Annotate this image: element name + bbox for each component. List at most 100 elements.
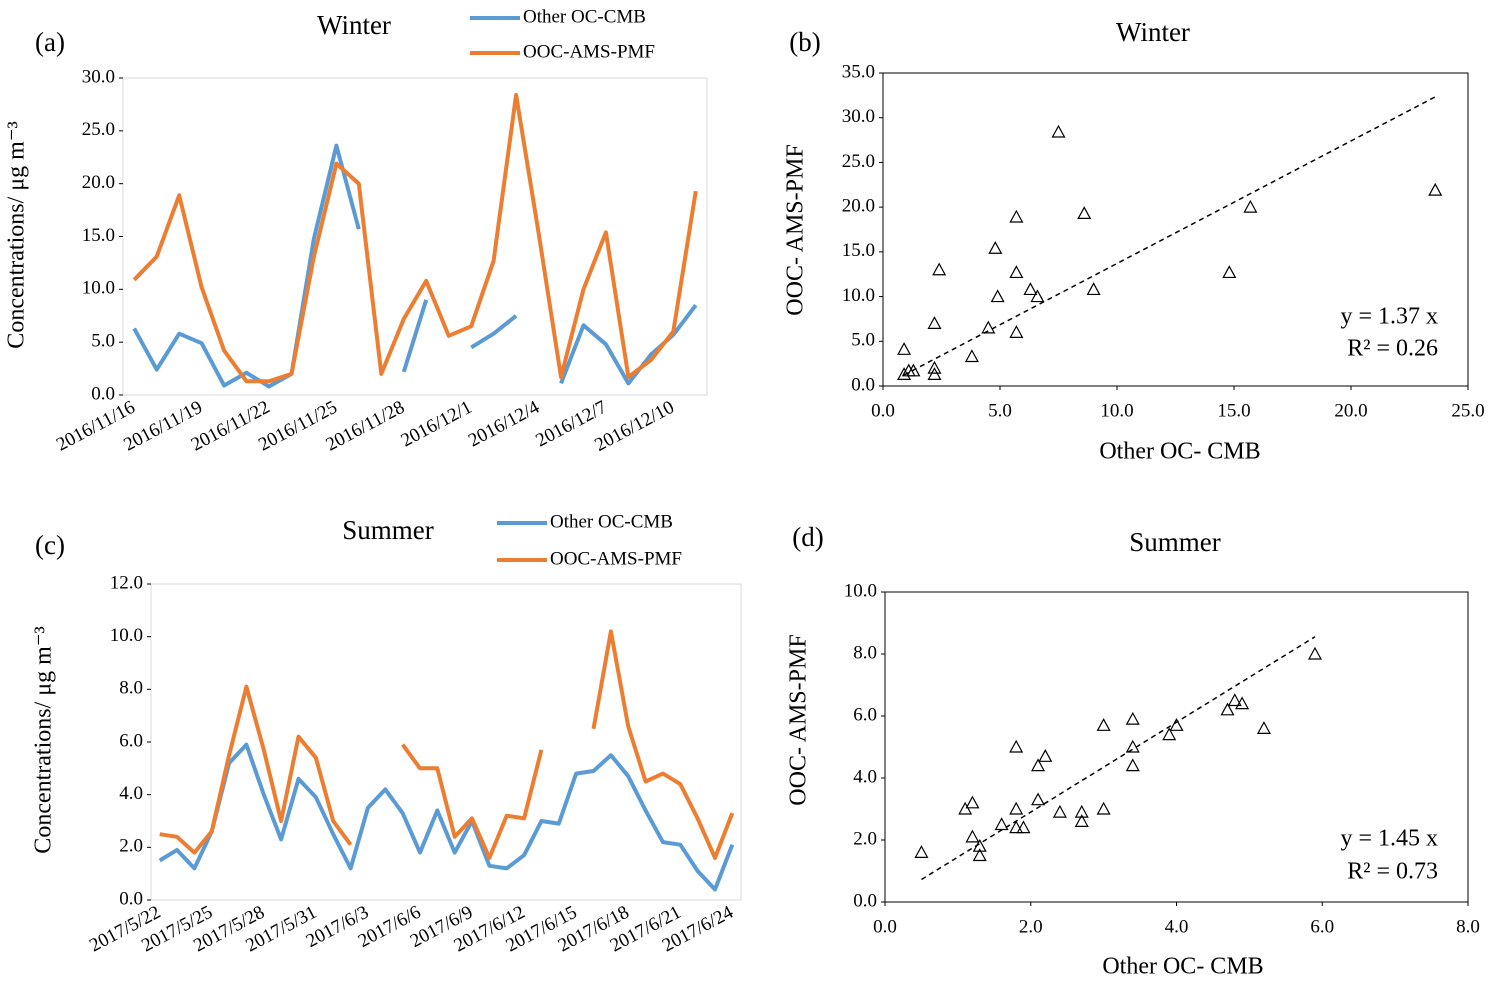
- scatter-point: [1009, 209, 1024, 223]
- y-tick-label: 12.0: [110, 572, 143, 593]
- plot-frame: [884, 591, 1469, 903]
- scatter-point: [1016, 820, 1031, 834]
- plot-frame: [150, 583, 742, 901]
- scatter-point: [965, 829, 980, 843]
- y-tick-label: 2.0: [119, 836, 143, 857]
- scatter-point: [1125, 711, 1140, 725]
- chart-title: Summer: [1129, 527, 1221, 557]
- scatter-point: [1074, 804, 1089, 818]
- scatter-point: [1125, 758, 1140, 772]
- scatter-point: [897, 342, 912, 355]
- scatter-point: [914, 845, 929, 858]
- x-tick-label: 6.0: [1310, 916, 1334, 937]
- scatter-point: [994, 817, 1009, 831]
- scatter-point: [988, 241, 1003, 254]
- scatter-point: [1096, 801, 1111, 815]
- x-axis-label: Other OC- CMB: [1099, 439, 1260, 465]
- scatter-point: [1031, 792, 1046, 806]
- scatter-point: [932, 262, 947, 276]
- x-tick-label: 10.0: [1100, 400, 1133, 421]
- scatter-point: [1307, 646, 1322, 660]
- plot-frame: [882, 72, 1469, 387]
- y-axis-label: Concentrations/ μg m⁻³: [31, 626, 57, 853]
- scatter-point: [981, 320, 996, 334]
- y-tick-label: 6.0: [119, 730, 143, 751]
- y-tick-label: 8.0: [119, 678, 143, 699]
- y-tick-label: 6.0: [853, 704, 877, 725]
- annotation: y = 1.45 x: [1340, 826, 1438, 852]
- scatter-point: [1052, 804, 1067, 818]
- scatter-point: [1235, 696, 1250, 710]
- y-axis-label: OOC- AMS-PMF: [786, 634, 812, 805]
- scatter-point: [965, 795, 980, 809]
- y-tick-label: 15.0: [82, 225, 115, 246]
- y-tick-label: 4.0: [853, 766, 877, 787]
- x-tick-label: 15.0: [1217, 400, 1250, 421]
- y-tick-label: 35.0: [842, 61, 875, 82]
- scatter-point: [927, 360, 942, 374]
- scatter-point: [1125, 739, 1140, 753]
- scatter-point: [1227, 693, 1242, 707]
- scatter-point: [1031, 758, 1046, 772]
- y-tick-label: 25.0: [842, 151, 875, 172]
- scatter-point: [958, 801, 973, 815]
- scatter-point: [1256, 721, 1271, 734]
- y-tick-label: 5.0: [91, 331, 115, 352]
- scatter-point: [1220, 702, 1235, 716]
- scatter-point: [1051, 124, 1066, 138]
- y-tick-label: 30.0: [82, 66, 115, 87]
- scatter-point: [1428, 182, 1443, 196]
- scatter-point: [972, 848, 987, 862]
- x-tick-label: 20.0: [1334, 400, 1367, 421]
- legend-label: OOC-AMS-PMF: [523, 41, 655, 62]
- scatter-point: [927, 367, 942, 380]
- y-axis-label: OOC- AMS-PMF: [783, 144, 809, 315]
- plot-frame: [122, 77, 708, 396]
- series-line: [132, 143, 698, 389]
- chart-title: Winter: [1116, 17, 1190, 47]
- y-tick-label: 5.0: [851, 330, 875, 351]
- y-tick-label: 10.0: [844, 580, 877, 601]
- annotation: R² = 0.73: [1347, 859, 1438, 885]
- x-tick-label: 0.0: [871, 400, 895, 421]
- x-tick-label: 5.0: [988, 400, 1012, 421]
- x-tick-label: 2.0: [1019, 916, 1043, 937]
- y-tick-label: 15.0: [842, 240, 875, 261]
- legend-label: OOC-AMS-PMF: [550, 548, 682, 569]
- x-tick-label: 25.0: [1451, 400, 1484, 421]
- y-axis-label: Concentrations/ μg m⁻³: [4, 121, 30, 348]
- y-tick-label: 8.0: [853, 642, 877, 663]
- x-tick-label: 0.0: [873, 916, 897, 937]
- scatter-point: [972, 838, 987, 852]
- y-tick-label: 0.0: [91, 383, 115, 404]
- scatter-point: [1030, 289, 1045, 303]
- panel-label: (c): [35, 530, 65, 560]
- y-tick-label: 2.0: [853, 828, 877, 849]
- scatter-point: [1009, 265, 1024, 279]
- series-line: [158, 742, 735, 892]
- chart-title: Summer: [342, 515, 434, 545]
- scatter-point: [1074, 814, 1089, 827]
- scatter-point: [990, 289, 1005, 303]
- annotation: y = 1.37 x: [1340, 304, 1438, 330]
- y-tick-label: 10.0: [82, 278, 115, 299]
- annotation: R² = 0.26: [1347, 336, 1438, 362]
- scatter-point: [1086, 282, 1101, 296]
- scatter-point: [1038, 749, 1053, 762]
- y-tick-label: 25.0: [82, 119, 115, 140]
- y-tick-label: 0.0: [853, 890, 877, 911]
- scatter-point: [1009, 325, 1024, 338]
- legend-label: Other OC-CMB: [550, 511, 673, 532]
- scatter-point: [927, 316, 942, 329]
- scatter-point: [1023, 282, 1038, 296]
- scatter-point: [1222, 265, 1237, 279]
- series-line: [132, 92, 698, 384]
- x-tick-label: 8.0: [1456, 916, 1480, 937]
- x-tick-label: 2016/12/1: [398, 397, 476, 452]
- y-tick-label: 30.0: [842, 106, 875, 127]
- scatter-point: [906, 363, 921, 377]
- scatter-point: [897, 367, 912, 380]
- scatter-point: [1077, 206, 1092, 220]
- scatter-point: [1096, 718, 1111, 731]
